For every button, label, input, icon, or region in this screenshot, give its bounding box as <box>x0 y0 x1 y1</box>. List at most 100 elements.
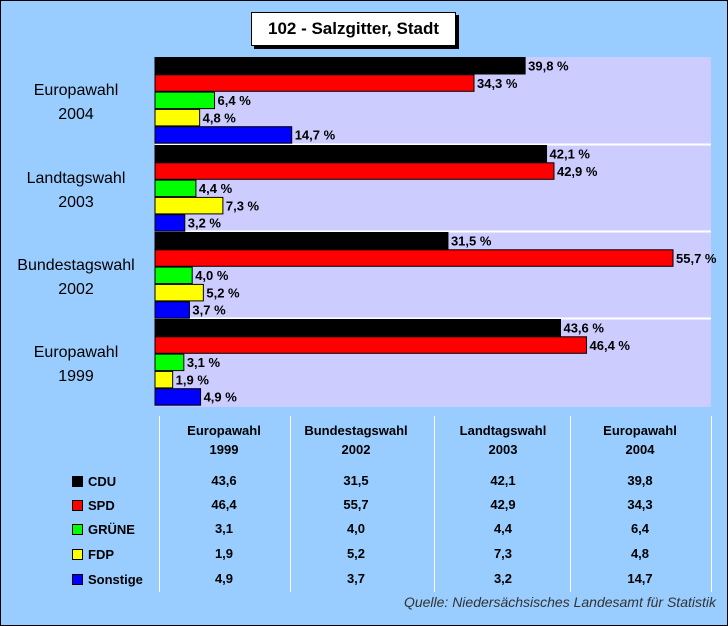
table-header-line: Europawahl <box>603 423 677 438</box>
category-label-line: 2003 <box>58 194 94 211</box>
table-header: Bundestagswahl 2002 <box>289 421 423 459</box>
bar-spd <box>154 249 674 267</box>
table-cell: 39,8 <box>627 473 653 488</box>
bar-cdu <box>154 319 561 337</box>
table-cell: 55,7 <box>343 497 369 512</box>
source-note: Quelle: Niedersächsisches Landesamt für … <box>403 594 716 610</box>
table-header: Europawahl 2004 <box>573 421 707 459</box>
table-header-line: Landtagswahl <box>459 423 547 438</box>
legend-label: Sonstige <box>88 571 143 587</box>
bar-value-label: 7,3 % <box>226 198 260 213</box>
category-label-line: Landtagswahl <box>26 170 126 187</box>
table-cell: 4,4 <box>493 521 513 536</box>
bar-value-label: 4,0 % <box>195 268 229 283</box>
table-header-line: 2003 <box>488 442 518 457</box>
table-cell: 42,1 <box>490 473 516 488</box>
category-label-line: 2002 <box>58 281 94 298</box>
chart-title: 102 - Salzgitter, Stadt <box>251 12 456 46</box>
table-cell: 42,9 <box>490 497 516 512</box>
bar-value-label: 4,8 % <box>203 110 237 125</box>
table-cell: 5,2 <box>346 546 366 561</box>
table-divider <box>570 416 571 592</box>
bar-value-label: 4,9 % <box>204 390 238 405</box>
legend-swatch <box>72 475 83 487</box>
bar-value-label: 3,7 % <box>192 303 226 318</box>
table-header-line: 2002 <box>341 442 371 457</box>
bar-value-label: 46,4 % <box>590 338 631 353</box>
bar-value-label: 43,6 % <box>563 321 604 336</box>
table-row-label: SPD <box>72 496 115 514</box>
table-cell: 46,4 <box>211 497 237 512</box>
bar-gruene <box>154 91 216 110</box>
table-row-label: FDP <box>72 545 114 563</box>
category-label: Bundestagswahl 2002 <box>0 254 152 302</box>
bar-value-label: 42,1 % <box>550 147 591 162</box>
table-cell: 3,2 <box>493 571 513 586</box>
table-divider <box>290 416 291 592</box>
table-cell: 6,4 <box>630 521 650 536</box>
table-cell: 7,3 <box>493 546 513 561</box>
table-cell: 4,9 <box>214 571 234 586</box>
legend-swatch <box>72 499 83 511</box>
table-divider <box>159 416 160 592</box>
bar-value-label: 34,3 % <box>477 76 518 91</box>
category-label-line: 1999 <box>58 368 94 385</box>
table-row-label: Sonstige <box>72 570 143 588</box>
bar-cdu <box>154 145 548 163</box>
table-divider <box>434 416 435 592</box>
category-label-line: 2004 <box>58 106 94 123</box>
bar-value-label: 3,1 % <box>187 355 221 370</box>
bar-sonstige <box>154 301 190 319</box>
bar-value-label: 1,9 % <box>176 372 210 387</box>
legend-swatch <box>72 573 83 585</box>
table-divider <box>711 416 712 592</box>
bar-value-label: 31,5 % <box>451 234 492 249</box>
table-cell: 34,3 <box>627 497 653 512</box>
bar-value-label: 3,2 % <box>188 216 222 231</box>
bar-spd <box>154 162 555 180</box>
table-cell: 1,9 <box>214 546 234 561</box>
category-label: Europawahl 2004 <box>0 79 152 127</box>
table-cell: 4,0 <box>346 521 366 536</box>
bar-fdp <box>154 108 201 127</box>
category-label: Europawahl 1999 <box>0 341 152 389</box>
table-header-line: 2004 <box>625 442 655 457</box>
legend-swatch <box>72 523 83 535</box>
bar-gruene <box>154 179 197 198</box>
bar-spd <box>154 74 475 92</box>
category-label-line: Europawahl <box>33 344 119 361</box>
bar-value-label: 6,4 % <box>218 93 252 108</box>
table-header: Landtagswahl 2003 <box>436 421 570 459</box>
table-header-line: 1999 <box>209 442 239 457</box>
table-cell: 31,5 <box>343 473 369 488</box>
bar-cdu <box>154 57 526 75</box>
legend-label: FDP <box>88 546 114 562</box>
legend-label: CDU <box>88 473 117 489</box>
data-table <box>0 414 728 594</box>
table-header: Europawahl 1999 <box>157 421 291 459</box>
legend-label: SPD <box>88 497 115 513</box>
table-header-line: Bundestagswahl <box>304 423 408 438</box>
bar-sonstige <box>154 388 202 406</box>
category-label-line: Bundestagswahl <box>17 257 135 274</box>
bar-sonstige <box>154 126 293 144</box>
table-cell: 14,7 <box>627 571 653 586</box>
table-cell: 4,8 <box>630 546 650 561</box>
category-label-line: Europawahl <box>33 82 119 99</box>
bar-fdp <box>154 283 204 302</box>
bar-value-label: 14,7 % <box>295 128 336 143</box>
table-row-label: GRÜNE <box>72 520 135 538</box>
bar-cdu <box>154 232 449 250</box>
bar-gruene <box>154 266 193 285</box>
bar-value-label: 5,2 % <box>206 285 240 300</box>
table-cell: 3,7 <box>346 571 366 586</box>
table-cell: 43,6 <box>211 473 237 488</box>
bar-value-label: 4,4 % <box>199 181 233 196</box>
legend-label: GRÜNE <box>88 521 135 537</box>
bar-gruene <box>154 353 185 372</box>
table-header-line: Europawahl <box>187 423 261 438</box>
bar-fdp <box>154 370 174 389</box>
bar-fdp <box>154 196 224 215</box>
bar-value-label: 39,8 % <box>528 59 569 74</box>
